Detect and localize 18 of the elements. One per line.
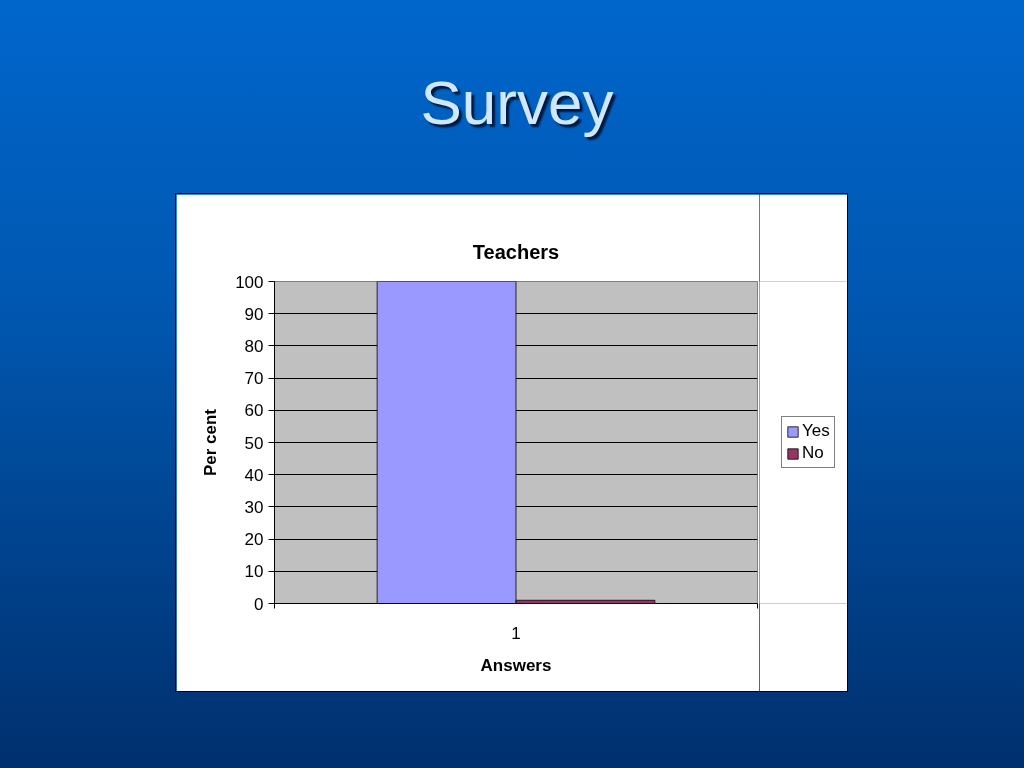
y-tick-label: 50 (244, 433, 264, 453)
legend-label: No (802, 443, 824, 463)
y-tick-label: 20 (244, 530, 264, 550)
legend-label: Yes (802, 421, 830, 441)
chart-title: Survey (420, 67, 614, 139)
y-axis-title: Per cent (201, 408, 221, 477)
y-tick-label: 80 (244, 336, 264, 356)
x-axis-title: Answers (480, 655, 552, 675)
y-tick-label: 70 (244, 369, 264, 389)
y-tick-label: 40 (244, 465, 264, 485)
y-tick-label: 90 (244, 304, 264, 324)
y-tick-label: 10 (244, 562, 264, 582)
x-tick-label: 1 (511, 623, 521, 643)
y-tick-label: 100 (235, 272, 264, 292)
y-tick-label: 0 (254, 594, 264, 614)
y-tick-label: 30 (244, 497, 264, 517)
y-tick-label: 60 (244, 401, 264, 421)
chart-subtitle: Teachers (472, 240, 560, 263)
